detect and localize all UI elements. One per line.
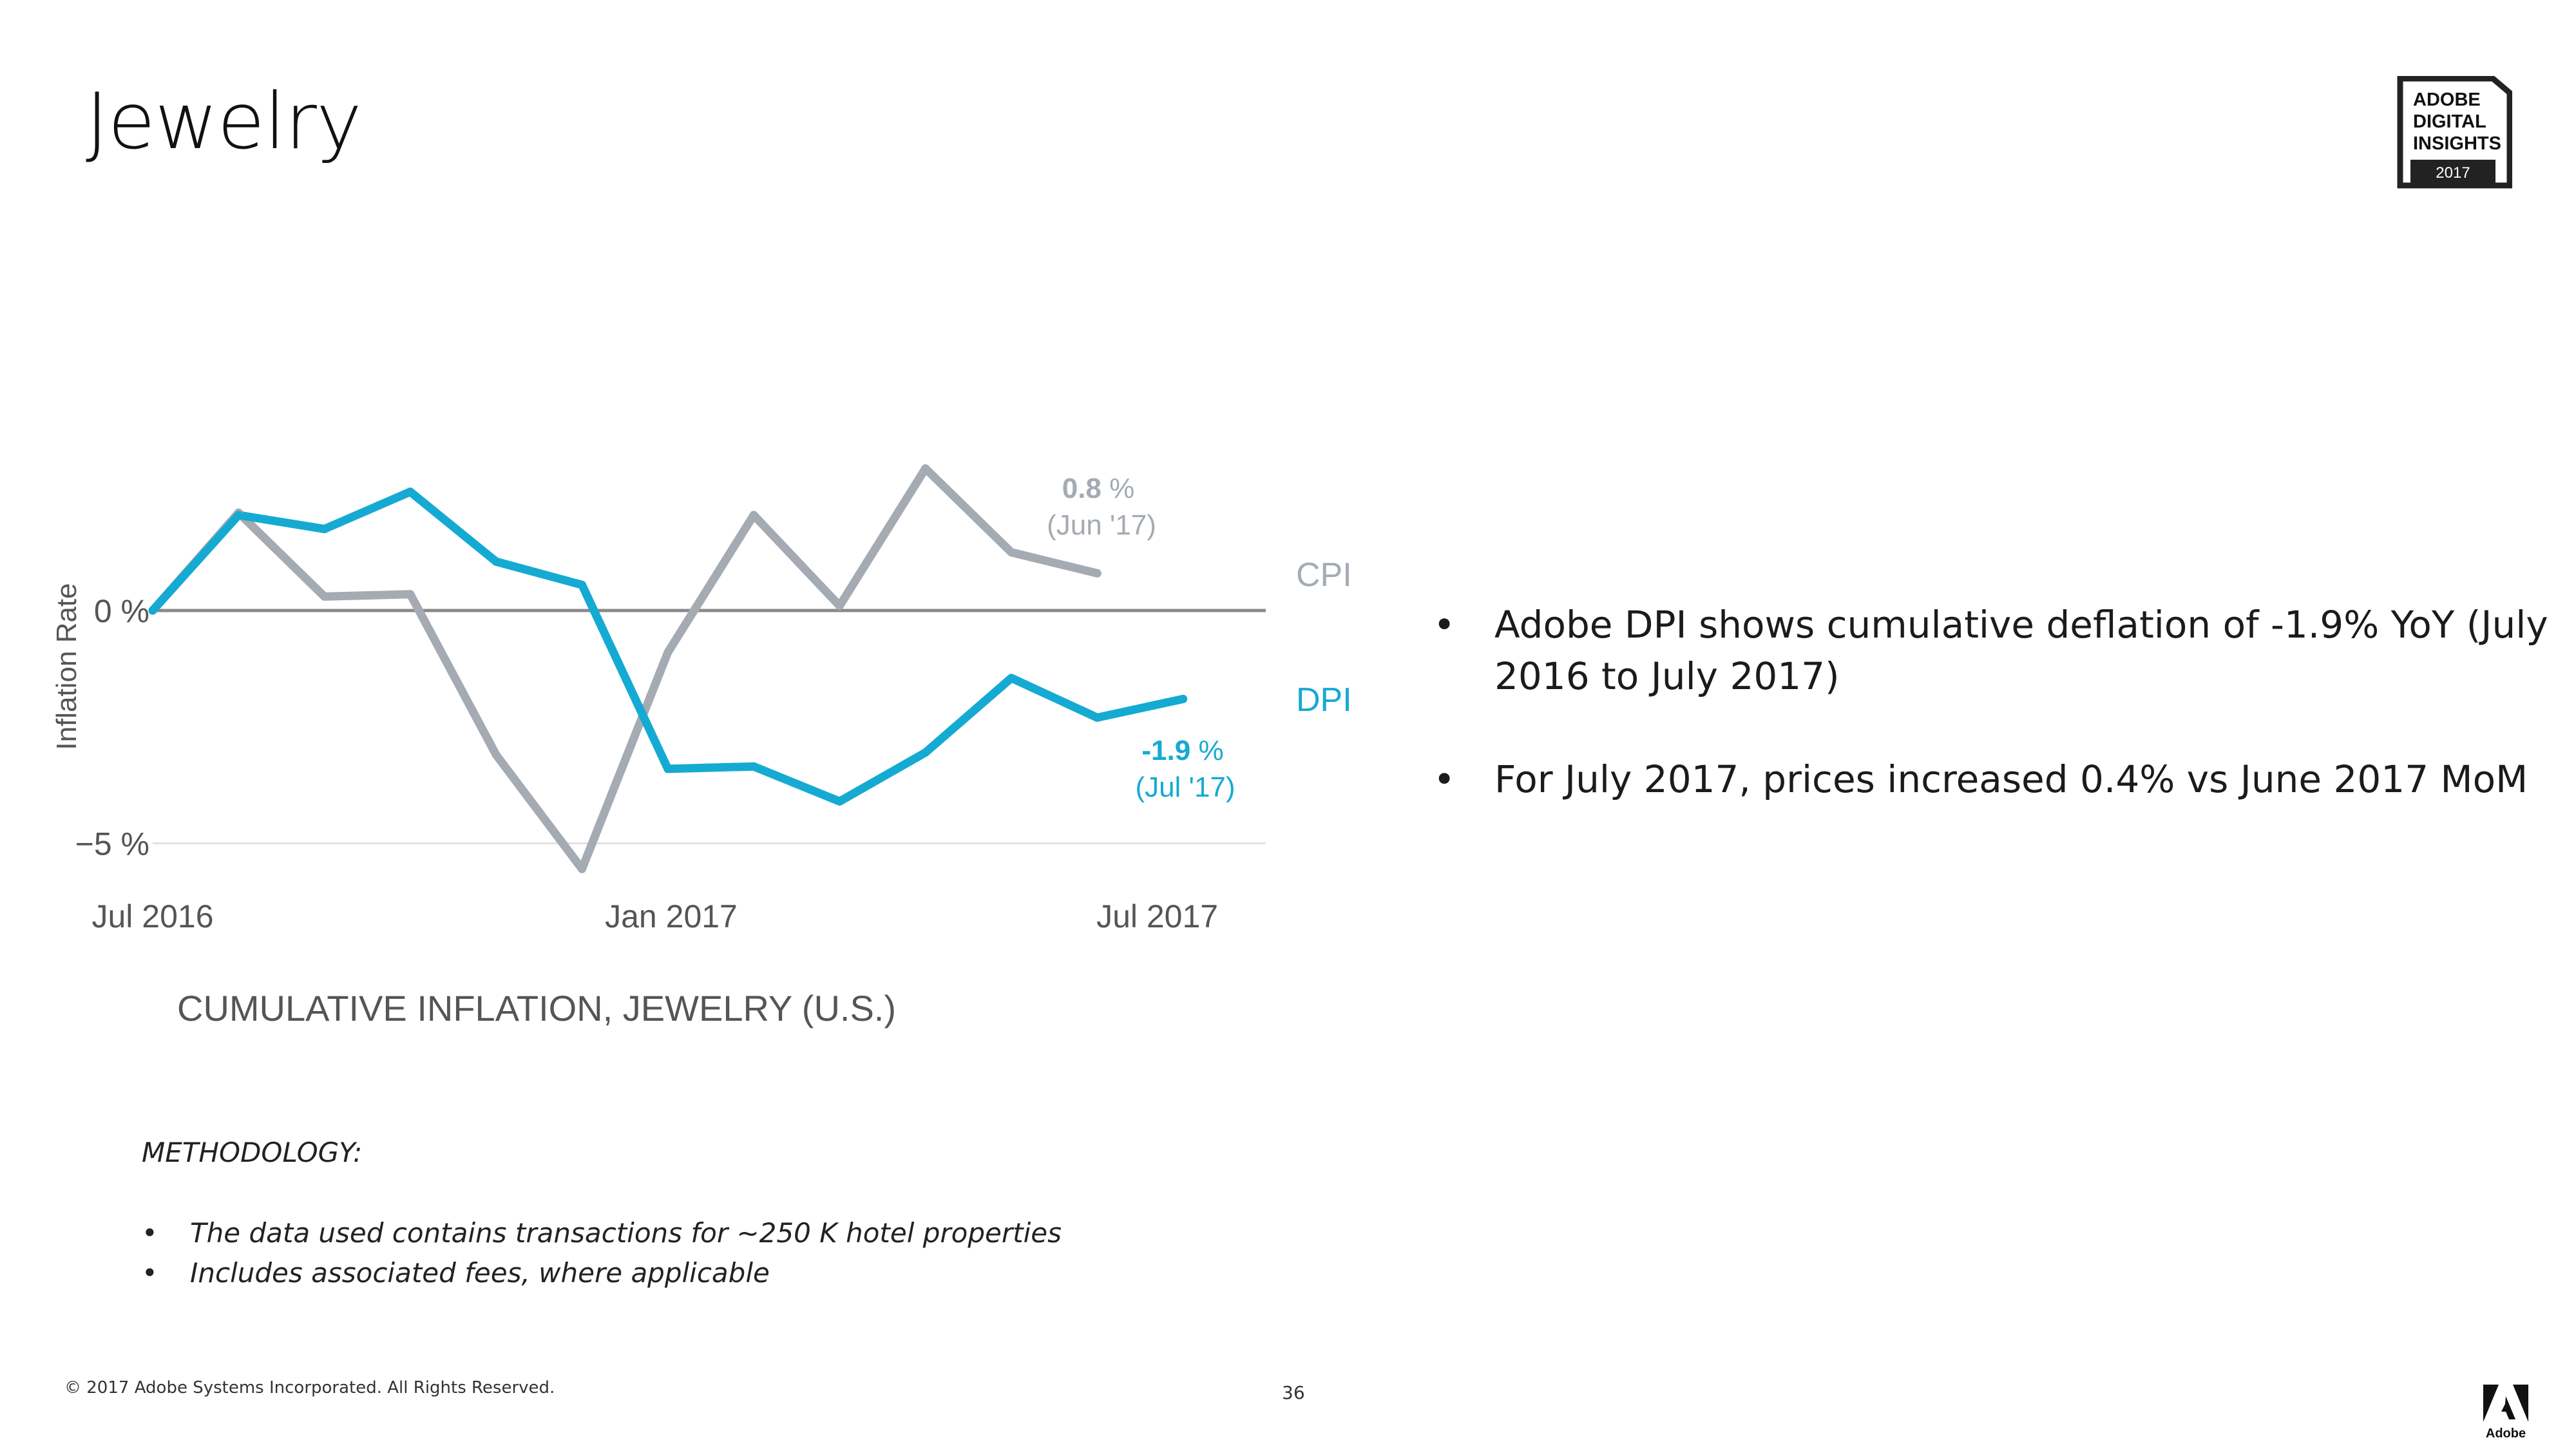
x-tick-label-jan-2017: Jan 2017	[605, 898, 738, 934]
cpi-point-3	[406, 590, 415, 599]
cpi-series-line	[148, 464, 1102, 873]
y-tick-label-minus-5: −5 %	[75, 826, 149, 862]
methodology-item: The data used contains transactions for …	[142, 1213, 1172, 1253]
legend-dpi: DPI	[1296, 681, 1352, 719]
dpi-last-value-annotation: -1.9 %	[1141, 735, 1223, 766]
dpi-point-5	[578, 580, 586, 589]
x-tick-label-jul-2017: Jul 2017	[1096, 898, 1218, 934]
cpi-point-4	[491, 750, 501, 759]
copyright-notice: © 2017 Adobe Systems Incorporated. All R…	[64, 1378, 555, 1397]
inflation-line-chart: 0 % −5 % Jul 2016 Jan 2017 Jul 2017 Infl…	[51, 464, 1352, 1028]
cpi-point-11	[1092, 569, 1102, 578]
dpi-point-3	[406, 488, 415, 497]
dpi-point-4	[491, 557, 501, 566]
legend-cpi: CPI	[1296, 556, 1352, 594]
key-finding-item: For July 2017, prices increased 0.4% vs …	[1433, 753, 2554, 805]
adobe-logo: Adobe	[2483, 1385, 2528, 1441]
dpi-point-1	[234, 511, 243, 520]
dpi-point-8	[835, 797, 844, 806]
page-number: 36	[1282, 1382, 1305, 1403]
dpi-point-10	[1007, 674, 1016, 683]
slide-title: Jewelry	[86, 77, 362, 167]
chart-title: CUMULATIVE INFLATION, JEWELRY (U.S.)	[177, 988, 896, 1028]
dpi-point-0	[148, 606, 157, 615]
cpi-last-date-annotation: (Jun '17)	[1047, 509, 1156, 541]
dpi-point-7	[749, 762, 758, 771]
methodology-heading: METHODOLOGY:	[142, 1137, 363, 1168]
dpi-last-value: -1.9	[1141, 735, 1190, 766]
dpi-last-value-unit: %	[1190, 735, 1223, 766]
cpi-last-value: 0.8	[1062, 473, 1102, 504]
cpi-point-2	[320, 592, 329, 601]
x-tick-label-jul-2016: Jul 2016	[91, 898, 213, 934]
badge-line-1: ADOBE	[2413, 90, 2481, 110]
dpi-last-date-annotation: (Jul '17)	[1135, 772, 1235, 803]
cpi-point-5	[578, 864, 586, 873]
methodology-list: The data used contains transactions for …	[142, 1213, 1172, 1293]
dpi-point-12	[1179, 694, 1188, 703]
dpi-point-6	[663, 764, 673, 773]
y-axis-title: Inflation Rate	[51, 583, 82, 750]
dpi-point-11	[1092, 713, 1102, 722]
cpi-point-8	[835, 601, 844, 611]
badge-line-2: DIGITAL	[2413, 111, 2486, 132]
cpi-point-9	[921, 464, 930, 473]
key-findings-list: Adobe DPI shows cumulative deflation of …	[1433, 599, 2554, 857]
cpi-point-7	[749, 511, 758, 520]
cpi-last-value-annotation: 0.8 %	[1062, 473, 1135, 504]
cpi-last-value-unit: %	[1102, 473, 1134, 504]
badge-line-3: INSIGHTS	[2413, 133, 2501, 154]
methodology-section: METHODOLOGY: The data used contains tran…	[142, 1137, 1172, 1293]
methodology-item: Includes associated fees, where applicab…	[142, 1253, 1172, 1293]
dpi-point-2	[320, 524, 329, 533]
cpi-point-10	[1007, 548, 1016, 557]
y-tick-label-0: 0 %	[94, 593, 149, 629]
adobe-wordmark: Adobe	[2486, 1426, 2526, 1441]
badge-year: 2017	[2436, 164, 2470, 182]
key-finding-item: Adobe DPI shows cumulative deflation of …	[1433, 599, 2554, 702]
cpi-point-6	[663, 648, 673, 657]
adobe-digital-insights-badge: ADOBE DIGITAL INSIGHTS 2017	[2397, 76, 2512, 189]
dpi-point-9	[921, 748, 930, 757]
